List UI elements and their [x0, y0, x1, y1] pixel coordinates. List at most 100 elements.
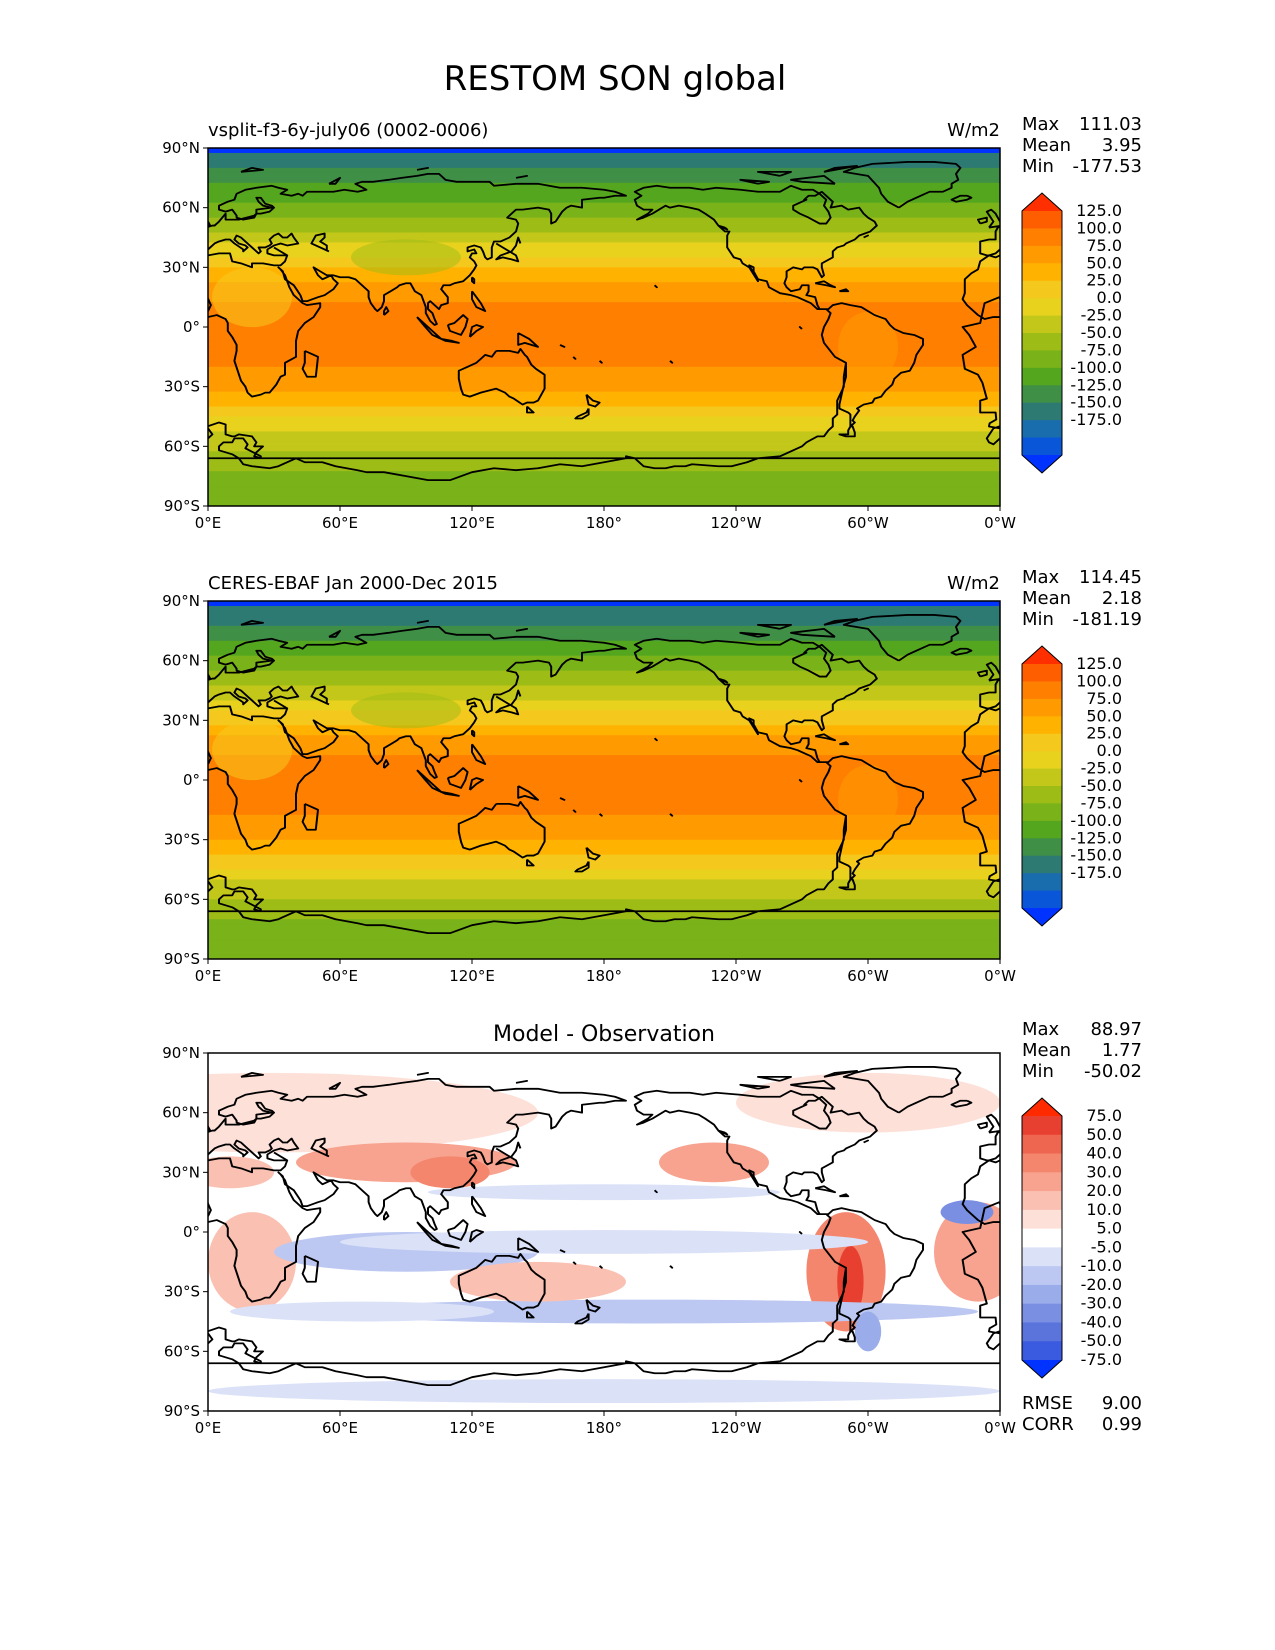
- lat-band: [208, 262, 1000, 268]
- colorbar-segment: [1022, 873, 1062, 892]
- lat-band: [208, 446, 1000, 452]
- asia-patch: [351, 692, 461, 729]
- rmse-label: RMSE: [1022, 1393, 1073, 1414]
- colorbar-tick-label: 20.0: [1086, 1181, 1122, 1200]
- lat-band: [208, 680, 1000, 687]
- lat-band: [208, 834, 1000, 841]
- colorbar-tick-label: 125.0: [1076, 654, 1122, 673]
- colorbar-segment: [1022, 280, 1062, 299]
- colorbar-segment: [1022, 751, 1062, 770]
- x-tick-label: 0°W: [984, 1419, 1016, 1437]
- lat-band: [208, 252, 1000, 258]
- lat-band: [208, 635, 1000, 642]
- lat-band: [208, 292, 1000, 298]
- lat-band: [208, 849, 1000, 856]
- corr-label: CORR: [1022, 1414, 1074, 1435]
- lat-band: [208, 924, 1000, 930]
- colorbar-tick-label: 50.0: [1086, 253, 1122, 272]
- panel-title: vsplit-f3-6y-july06 (0002-0006): [208, 120, 488, 141]
- colorbar-segment: [1022, 315, 1062, 334]
- colorbar-tick-label: 125.0: [1076, 201, 1122, 220]
- colorbar-segment: [1022, 1303, 1062, 1323]
- lat-band: [208, 809, 1000, 816]
- lat-band: [208, 904, 1000, 910]
- colorbar-segment: [1022, 716, 1062, 735]
- africa-patch: [212, 720, 292, 781]
- x-tick-label: 180°: [586, 967, 622, 985]
- x-tick-label: 60°E: [322, 1419, 358, 1437]
- x-tick-label: 120°W: [711, 514, 762, 532]
- colorbar-segment: [1022, 420, 1062, 439]
- lat-band: [208, 879, 1000, 886]
- x-tick-label: 60°W: [847, 514, 889, 532]
- colorbar-tick-label: -175.0: [1070, 410, 1122, 429]
- colorbar-top-arrow: [1022, 193, 1062, 211]
- lat-band: [208, 770, 1000, 776]
- colorbar-tick-label: -10.0: [1081, 1256, 1122, 1275]
- lat-band: [208, 436, 1000, 442]
- lat-band: [208, 675, 1000, 682]
- colorbar-tick-label: 0.0: [1097, 288, 1122, 307]
- y-tick-label: 30°N: [162, 1163, 200, 1181]
- panel-title: CERES-EBAF Jan 2000-Dec 2015: [208, 573, 498, 594]
- diff-region: [428, 1184, 780, 1201]
- y-tick-label: 90°S: [164, 1402, 200, 1420]
- lat-band: [208, 361, 1000, 368]
- stat-mean-label: Mean: [1022, 1040, 1071, 1061]
- lat-band: [208, 760, 1000, 766]
- stat-max-label: Max: [1022, 567, 1060, 588]
- lat-band: [208, 690, 1000, 697]
- lat-band: [208, 336, 1000, 343]
- colorbar-bottom-arrow: [1022, 908, 1062, 926]
- stat-min-value: -177.53: [1073, 156, 1142, 177]
- lat-band: [208, 884, 1000, 890]
- lat-band: [208, 799, 1000, 806]
- x-tick-label: 120°W: [711, 967, 762, 985]
- lat-band: [208, 426, 1000, 433]
- lat-band: [208, 869, 1000, 876]
- lat-band: [208, 784, 1000, 791]
- y-tick-label: 60°N: [162, 652, 200, 670]
- lat-band: [208, 610, 1000, 617]
- colorbar-segment: [1022, 855, 1062, 874]
- colorbar-segment: [1022, 1116, 1062, 1136]
- colorbar-tick-label: 100.0: [1076, 218, 1122, 237]
- lat-band: [208, 207, 1000, 214]
- lat-band: [208, 307, 1000, 313]
- lat-band: [208, 148, 1000, 154]
- lat-band: [208, 327, 1000, 333]
- y-tick-label: 30°S: [164, 378, 200, 396]
- x-tick-label: 60°E: [322, 514, 358, 532]
- lat-band: [208, 894, 1000, 900]
- colorbar-tick-label: 50.0: [1086, 1125, 1122, 1144]
- y-tick-label: 30°N: [162, 711, 200, 729]
- diff-region: [208, 1072, 538, 1153]
- lat-band: [208, 934, 1000, 940]
- stat-mean-label: Mean: [1022, 135, 1071, 156]
- lat-band: [208, 471, 1000, 477]
- map-panel-2: 0°E 60°E 120°E 180° 120°W 60°W 0°W 90°N 60°N 30°N…: [162, 567, 1142, 985]
- diff-region: [940, 1200, 994, 1225]
- lat-band: [208, 665, 1000, 672]
- colorbar-segment: [1022, 664, 1062, 682]
- x-tick-label: 60°W: [847, 1419, 889, 1437]
- colorbar-segment: [1022, 803, 1062, 822]
- colorbar-tick-label: 25.0: [1086, 724, 1122, 743]
- lat-band: [208, 725, 1000, 731]
- lat-band: [208, 272, 1000, 278]
- stat-max-value: 111.03: [1079, 114, 1142, 135]
- colorbar-outline: [1021, 192, 1063, 474]
- lat-band: [208, 601, 1000, 607]
- stat-min-label: Min: [1022, 156, 1054, 177]
- lat-band: [208, 441, 1000, 447]
- colorbar-outline: [1021, 1097, 1063, 1379]
- lat-band: [208, 794, 1000, 801]
- y-tick-label: 60°N: [162, 1104, 200, 1122]
- lat-band: [208, 735, 1000, 741]
- diff-region: [340, 1230, 868, 1254]
- x-tick-label: 0°W: [984, 514, 1016, 532]
- diff-region: [837, 1245, 864, 1318]
- x-tick-label: 0°W: [984, 967, 1016, 985]
- lat-band: [208, 202, 1000, 209]
- lat-band: [208, 501, 1000, 506]
